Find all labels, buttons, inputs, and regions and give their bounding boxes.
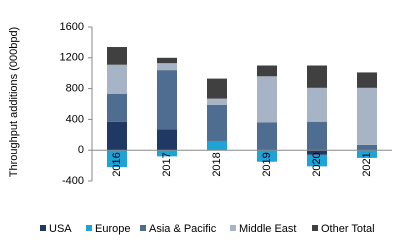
bar-segment (207, 104, 227, 141)
y-tick-label: 1200 (60, 52, 84, 64)
legend-swatch (140, 225, 146, 231)
bar-segment (357, 144, 377, 151)
bar-segment (257, 150, 277, 162)
y-tick-label: 1600 (60, 21, 84, 33)
y-tick-label: 800 (66, 83, 84, 95)
bar-segment (307, 65, 327, 88)
bar-segment (307, 154, 327, 167)
legend-swatch (86, 225, 92, 231)
x-tick-label: 2017 (161, 152, 173, 176)
bar-segment (207, 140, 227, 151)
legend-label: Asia & Pacific (149, 223, 217, 235)
y-axis-label: Throughput additions (000bpd) (8, 27, 20, 177)
y-tick-label: -400 (62, 175, 84, 187)
legend-label: Middle East (239, 223, 296, 235)
legend-label: Other Total (321, 223, 375, 235)
x-tick-label: 2018 (211, 152, 223, 176)
bar-segment (157, 70, 177, 130)
bar-segment (157, 150, 177, 157)
legend-swatch (312, 225, 318, 231)
legend-label: Europe (95, 223, 130, 235)
bar-segment (357, 150, 377, 158)
bar-segment (357, 87, 377, 145)
bar-segment (207, 78, 227, 99)
bar-segment (257, 122, 277, 151)
legend-swatch (40, 225, 46, 231)
bar-segment (107, 121, 127, 151)
bar-segment (257, 76, 277, 123)
legend-label: USA (49, 223, 72, 235)
bar-segment (107, 93, 127, 122)
bar-segment (257, 65, 277, 77)
bar-segment (207, 98, 227, 105)
bar-segment (307, 150, 327, 155)
bar-segment (107, 47, 127, 65)
bar-segment (357, 72, 377, 88)
bar-segment (157, 129, 177, 151)
bar-segment (307, 87, 327, 122)
x-tick-label: 2021 (361, 152, 373, 176)
y-tick-label: 400 (66, 113, 84, 125)
x-tick-label: 2020 (311, 152, 323, 176)
x-tick-label: 2016 (111, 152, 123, 176)
y-tick-label: 0 (78, 144, 84, 156)
legend-swatch (230, 225, 236, 231)
bar-segment (157, 63, 177, 71)
x-tick-label: 2019 (261, 152, 273, 176)
bar-segment (307, 121, 327, 151)
bar-segment (157, 57, 177, 64)
bar-segment (107, 64, 127, 94)
bar-segment (107, 150, 127, 168)
